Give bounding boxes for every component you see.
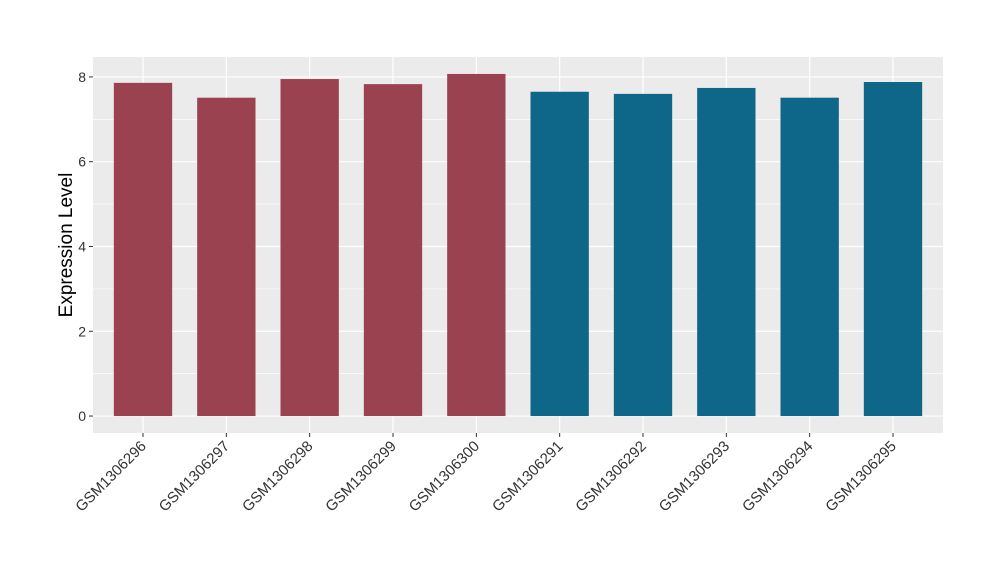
x-tick-label: GSM1306296 bbox=[72, 438, 149, 515]
bar bbox=[197, 97, 256, 417]
y-tick-label: 0 bbox=[78, 408, 86, 424]
bar bbox=[280, 79, 339, 417]
bar bbox=[697, 87, 756, 417]
x-tick-label: GSM1306297 bbox=[156, 438, 233, 515]
y-tick-label: 8 bbox=[78, 69, 86, 85]
y-axis-title: Expression Level bbox=[56, 173, 77, 318]
x-tick-label: GSM1306298 bbox=[239, 438, 316, 515]
x-tick-label: GSM1306295 bbox=[822, 438, 899, 515]
bar bbox=[863, 82, 923, 417]
bar bbox=[780, 97, 839, 417]
bar bbox=[363, 84, 423, 417]
x-tick-label: GSM1306293 bbox=[656, 438, 733, 515]
x-tick-label: GSM1306299 bbox=[322, 438, 399, 515]
bar bbox=[613, 93, 673, 417]
x-tick-label: GSM1306291 bbox=[489, 438, 566, 515]
x-tick-label: GSM1306300 bbox=[406, 438, 483, 515]
y-tick-label: 4 bbox=[78, 238, 86, 254]
x-tick-label: GSM1306294 bbox=[739, 438, 816, 515]
bar bbox=[530, 91, 589, 417]
x-tick-label: GSM1306292 bbox=[572, 438, 649, 515]
bar bbox=[447, 73, 506, 417]
y-tick-label: 6 bbox=[78, 154, 86, 170]
y-tick-label: 2 bbox=[78, 323, 86, 339]
bar bbox=[113, 82, 173, 417]
